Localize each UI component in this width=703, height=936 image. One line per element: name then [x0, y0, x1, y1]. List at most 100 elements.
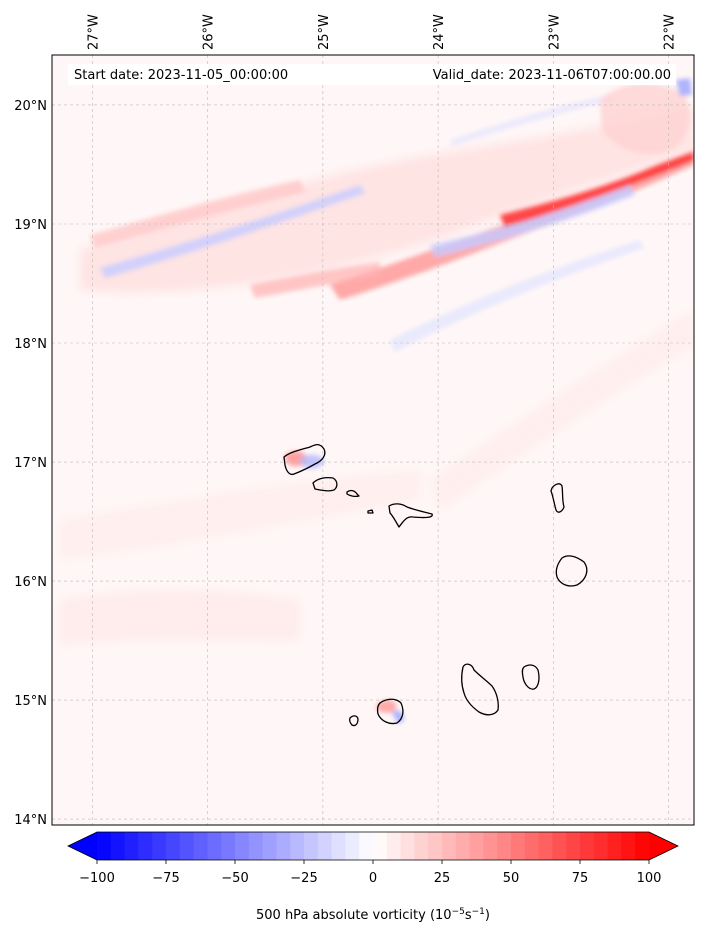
island-sal: [550, 483, 565, 513]
lon-tick-label: 27°W: [86, 14, 101, 50]
colorbar-tick-label: 75: [572, 871, 589, 886]
negative-spot-fogo: [392, 710, 404, 724]
colorbar-segment: [276, 832, 291, 860]
longitude-tick-labels: 27°W 26°W 25°W 24°W 23°W 22°W: [86, 14, 677, 50]
positive-spot-fogo: [376, 699, 397, 713]
positive-filament-core: [500, 152, 694, 228]
colorbar-segment: [580, 832, 595, 860]
positive-band-wide: [80, 105, 694, 293]
colorbar-segment: [607, 832, 622, 860]
lon-tick-label: 26°W: [202, 14, 217, 50]
map-panel: Start date: 2023-11-05_00:00:00 Valid_da…: [51, 54, 695, 826]
lon-tick-label: 25°W: [317, 14, 332, 50]
colorbar-segment: [552, 832, 567, 860]
negative-filament-diagonal: [390, 240, 644, 352]
colorbar-segment: [331, 832, 346, 860]
colorbar-segment: [359, 832, 374, 860]
positive-band-lower: [60, 470, 420, 560]
colorbar-segment: [469, 832, 484, 860]
colorbar-label-main: 500 hPa absolute vorticity (10: [256, 908, 452, 923]
colorbar-segment: [304, 832, 319, 860]
negative-filament-north: [450, 95, 612, 146]
colorbar-label-end: ): [485, 908, 490, 923]
colorbar-segment: [524, 832, 539, 860]
vorticity-field: [60, 78, 694, 724]
lat-tick-label: 15°N: [14, 694, 47, 709]
vorticity-filaments: [90, 78, 694, 724]
coastlines: [283, 443, 588, 727]
colorbar-segment: [179, 832, 194, 860]
colorbar-tick-label: 25: [434, 871, 451, 886]
island-ilheu-raso: [367, 509, 374, 514]
colorbar: −100 −75 −50 −25 0 25 50 75 100 500 hPa absolute…: [67, 831, 679, 923]
colorbar-segment: [593, 832, 608, 860]
header-strip: [68, 64, 676, 85]
positive-eddy-northeast: [600, 83, 690, 154]
colorbar-segment: [262, 832, 277, 860]
positive-diagonal-east: [430, 310, 694, 510]
colorbar-segment: [207, 832, 222, 860]
vorticity-blobs-soft: [60, 105, 694, 645]
colorbar-segments: [97, 832, 650, 860]
lat-tick-label: 20°N: [14, 99, 47, 114]
colorbar-tick-label: −75: [152, 871, 179, 886]
colorbar-label-sup2: −1: [472, 907, 485, 917]
island-santo-antao: [283, 443, 326, 476]
colorbar-tick-label: 100: [637, 871, 662, 886]
colorbar-label: 500 hPa absolute vorticity (10−5s−1): [256, 907, 490, 923]
lon-tick-label: 22°W: [663, 14, 678, 50]
island-maio: [521, 664, 540, 690]
colorbar-extend-min: [68, 832, 97, 860]
island-boa-vista: [555, 555, 588, 587]
colorbar-segment: [386, 832, 401, 860]
positive-filament-west: [90, 180, 305, 248]
positive-filament-mid: [250, 262, 380, 298]
lon-tick-label: 23°W: [547, 14, 562, 50]
colorbar-segment: [400, 832, 415, 860]
colorbar-segment: [345, 832, 360, 860]
colorbar-extend-max: [649, 832, 678, 860]
lat-tick-label: 19°N: [14, 218, 47, 233]
lat-tick-label: 16°N: [14, 575, 47, 590]
lat-tick-label: 18°N: [14, 337, 47, 352]
colorbar-segment: [97, 832, 112, 860]
colorbar-tick-label: −50: [221, 871, 248, 886]
latitude-tick-labels: 14°N 15°N 16°N 17°N 18°N 19°N 20°N: [14, 99, 47, 828]
negative-spot-santo-antao: [300, 454, 325, 469]
colorbar-segment: [235, 832, 250, 860]
colorbar-tick-label: 0: [369, 871, 377, 886]
colorbar-segment: [455, 832, 470, 860]
colorbar-segment: [290, 832, 305, 860]
negative-filament-west: [100, 185, 365, 278]
colorbar-segment: [414, 832, 429, 860]
positive-patch-southwest: [60, 590, 300, 645]
colorbar-segment: [166, 832, 181, 860]
map-frame: [51, 54, 695, 826]
island-brava: [348, 715, 359, 727]
island-sao-vicente: [312, 477, 338, 492]
colorbar-tick-label: 50: [503, 871, 520, 886]
colorbar-label-sup1: −5: [452, 907, 465, 917]
negative-patch-northeast: [676, 78, 692, 96]
colorbar-ticks: −100 −75 −50 −25 0 25 50 75 100: [79, 860, 661, 886]
colorbar-segment: [538, 832, 553, 860]
lon-tick-label: 24°W: [432, 14, 447, 50]
lat-tick-label: 17°N: [14, 456, 47, 471]
colorbar-segment: [317, 832, 332, 860]
colorbar-tick-label: −100: [79, 871, 115, 886]
colorbar-segment: [621, 832, 636, 860]
colorbar-segment: [124, 832, 139, 860]
colorbar-segment: [483, 832, 498, 860]
island-fogo: [376, 698, 404, 725]
negative-filament-east: [430, 185, 635, 257]
colorbar-segment: [635, 832, 650, 860]
colorbar-segment: [248, 832, 263, 860]
colorbar-segment: [497, 832, 512, 860]
colorbar-segment: [138, 832, 153, 860]
colorbar-segment: [428, 832, 443, 860]
colorbar-segment: [442, 832, 457, 860]
gridlines: [52, 55, 694, 825]
colorbar-segment: [373, 832, 388, 860]
island-sao-nicolau: [388, 503, 433, 528]
